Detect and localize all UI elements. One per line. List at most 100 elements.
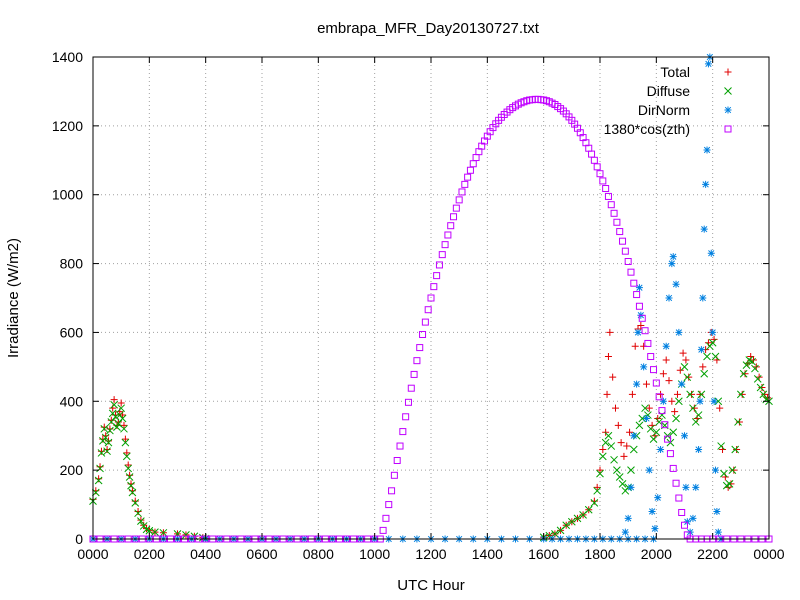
data-point (627, 483, 635, 491)
data-point (646, 424, 655, 433)
data-point (633, 380, 641, 388)
data-point (593, 483, 601, 491)
data-point (127, 480, 135, 488)
data-point (145, 526, 154, 535)
data-point (379, 526, 387, 534)
x-axis-title: UTC Hour (397, 577, 465, 594)
x-tick-label: 0800 (303, 546, 334, 562)
data-point (647, 353, 655, 361)
data-point (748, 357, 756, 366)
data-point (593, 486, 602, 495)
data-point (618, 480, 627, 488)
data-point (711, 466, 719, 474)
data-point (607, 201, 615, 209)
data-point (675, 397, 683, 406)
data-point (711, 352, 720, 361)
data-point (694, 411, 703, 419)
data-point (642, 415, 650, 422)
data-point (404, 398, 412, 406)
data-point (691, 418, 700, 426)
data-point (137, 517, 145, 525)
y-tick-label: 800 (60, 256, 84, 272)
data-point (610, 455, 618, 464)
data-point (620, 452, 628, 460)
data-point (464, 173, 472, 181)
x-tick-label: 1400 (472, 546, 503, 562)
data-point (730, 466, 738, 474)
data-point (393, 457, 401, 465)
data-point (123, 449, 131, 457)
data-point (692, 483, 700, 491)
data-point (641, 404, 649, 413)
data-point (427, 294, 435, 302)
series-0 (89, 322, 772, 543)
axis-ticks: 0000 0200 0400 0600 0800 1000 1200 1400 1600 1800… (52, 49, 785, 562)
data-point (624, 514, 632, 522)
data-point (735, 418, 743, 426)
data-point (635, 284, 643, 292)
data-point (604, 192, 612, 200)
data-point (615, 473, 624, 481)
data-point (606, 328, 614, 336)
data-point (607, 442, 616, 450)
data-point (672, 414, 680, 423)
data-point (739, 369, 748, 378)
data-point (650, 366, 658, 374)
data-point (621, 528, 629, 536)
data-point (596, 466, 604, 474)
data-point (461, 180, 469, 188)
legend: Total Diffuse DirNorm 1380*cos(zth) (604, 64, 732, 137)
data-point (640, 363, 648, 371)
data-point (402, 413, 410, 421)
data-point (682, 483, 690, 491)
data-point (699, 294, 707, 302)
data-point (645, 404, 653, 412)
data-point (658, 407, 666, 415)
x-tick-label: 1000 (359, 546, 390, 562)
data-point (642, 380, 650, 388)
data-point (125, 473, 134, 481)
data-point (97, 447, 105, 455)
data-point (626, 428, 634, 436)
data-point (707, 249, 715, 257)
data-point (665, 294, 673, 302)
data-point (627, 268, 635, 276)
data-point (407, 384, 415, 392)
legend-label: Diffuse (647, 83, 691, 99)
data-point (122, 452, 131, 461)
data-point (742, 361, 751, 369)
data-point (452, 204, 460, 212)
data-point (126, 471, 134, 479)
data-point (610, 209, 618, 217)
data-point (731, 445, 740, 454)
data-point (101, 433, 110, 442)
x-tick-label: 1800 (584, 546, 615, 562)
data-point (716, 404, 724, 412)
data-marks (89, 53, 773, 543)
data-point (151, 528, 159, 536)
x-tick-label: 0000 (753, 546, 784, 562)
data-point (655, 393, 663, 401)
data-point (438, 251, 446, 259)
chart-title: embrapa_MFR_Day20130727.txt (317, 20, 540, 37)
data-point (683, 373, 692, 382)
data-point (654, 494, 662, 502)
data-point (117, 399, 125, 407)
data-point (657, 390, 665, 398)
data-point (699, 363, 707, 371)
data-point (703, 352, 711, 361)
data-point (603, 390, 611, 398)
data-point (696, 390, 704, 398)
data-point (421, 318, 429, 326)
data-point (472, 154, 480, 162)
data-point (736, 390, 745, 399)
data-point (638, 314, 646, 322)
data-point (631, 342, 639, 350)
data-point (682, 356, 690, 364)
data-point (124, 464, 133, 473)
data-point (665, 377, 673, 385)
data-point (104, 438, 113, 447)
data-point (644, 339, 652, 347)
data-point (688, 390, 696, 398)
